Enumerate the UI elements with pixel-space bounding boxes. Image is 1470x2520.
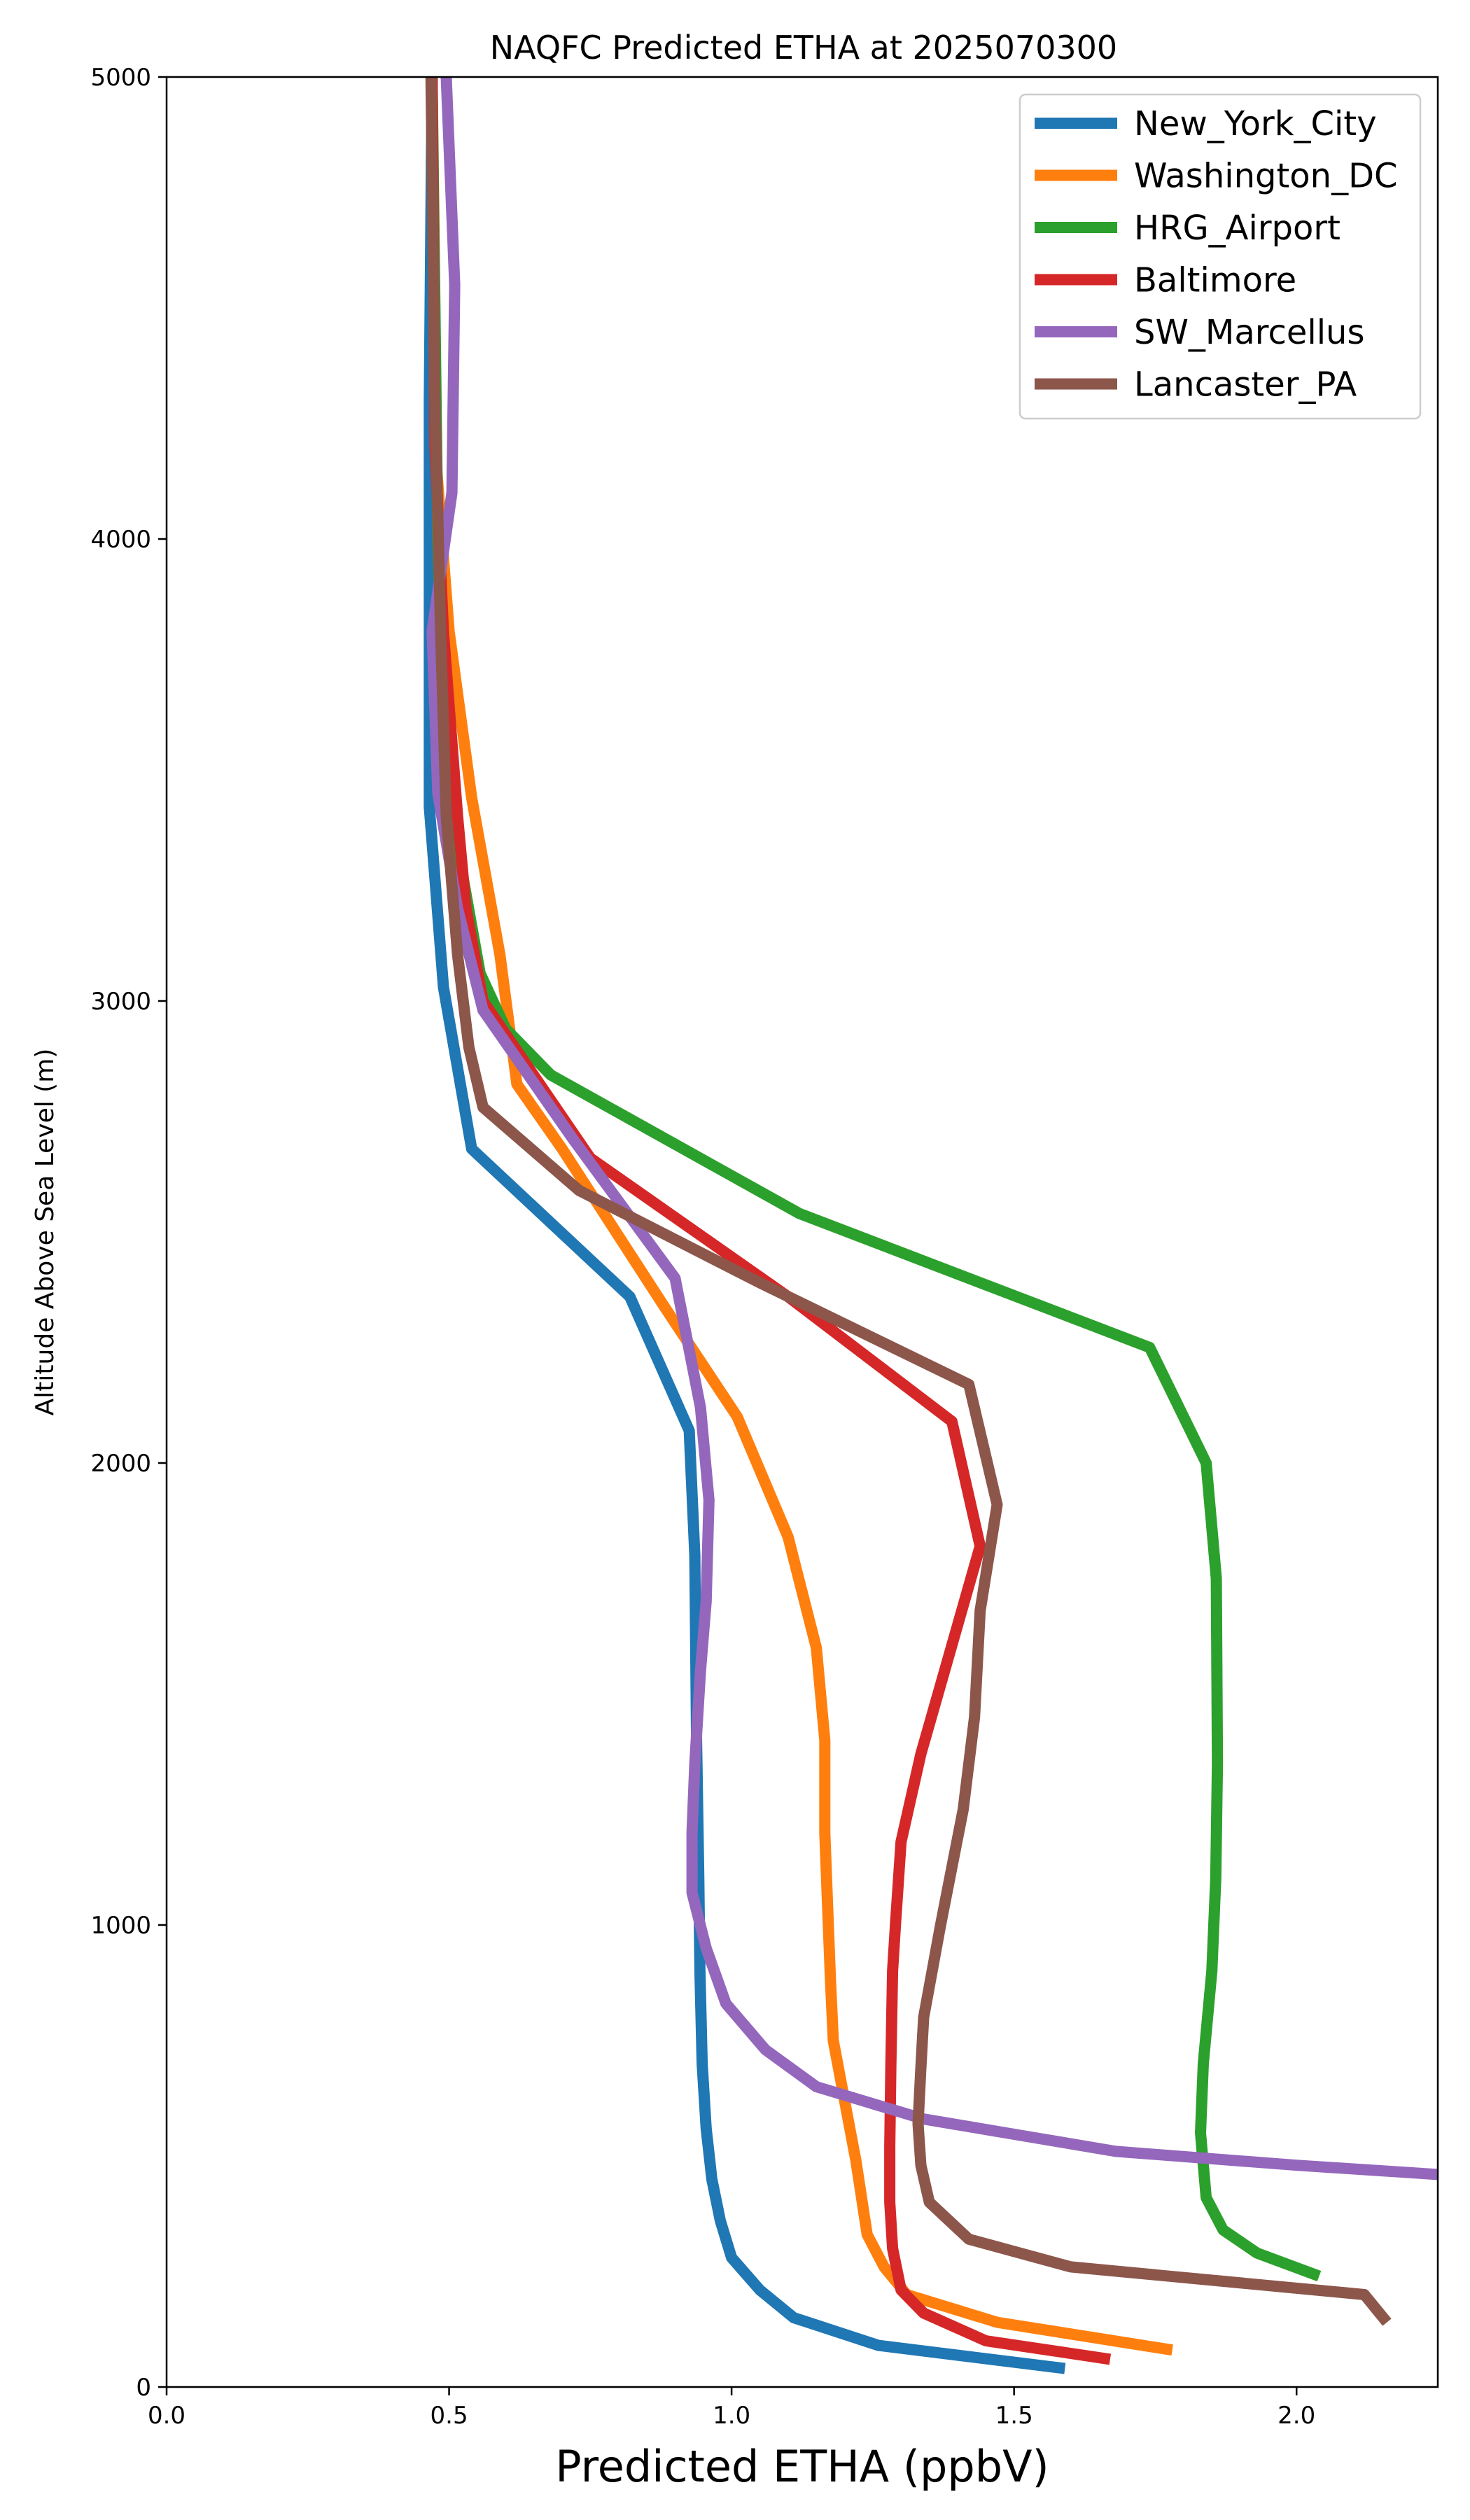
legend-label-hrg-airport: HRG_Airport	[1134, 209, 1340, 248]
y-axis: 0 1000 2000 3000 4000 5000	[90, 64, 167, 2402]
legend-label-lancaster-pa: Lancaster_PA	[1134, 365, 1357, 405]
legend-label-baltimore: Baltimore	[1134, 261, 1296, 300]
x-tick-label: 0.0	[148, 2402, 186, 2430]
x-axis-title: Predicted ETHA (ppbV)	[555, 2441, 1049, 2492]
x-axis: 0.0 0.5 1.0 1.5 2.0	[148, 2387, 1315, 2430]
x-tick-label: 1.0	[713, 2402, 750, 2430]
series-line-lancaster-pa	[425, 77, 1392, 2326]
series-line-sw-marcellus	[426, 77, 1438, 2180]
series-line-baltimore	[426, 77, 1112, 2365]
y-tick-label: 2000	[90, 1450, 151, 1478]
y-tick-label: 5000	[90, 64, 151, 92]
legend-label-sw-marcellus: SW_Marcellus	[1134, 313, 1364, 352]
y-tick-label: 0	[136, 2374, 151, 2402]
x-tick-label: 1.5	[995, 2402, 1033, 2430]
series-layer	[424, 77, 1438, 2374]
legend-frame	[1018, 93, 1422, 420]
x-tick-label: 0.5	[430, 2402, 468, 2430]
y-axis-title: Altitude Above Sea Level (m)	[31, 1049, 59, 1416]
legend-label-new-york-city: New_York_City	[1134, 104, 1377, 144]
y-tick-label: 3000	[90, 988, 151, 1016]
plot-frame	[165, 76, 1439, 2388]
x-tick-label: 2.0	[1278, 2402, 1315, 2430]
legend: New_York_City Washington_DC HRG_Airport Bal…	[1018, 93, 1422, 420]
series-line-washington-dc	[426, 77, 1173, 2356]
y-tick-label: 4000	[90, 526, 151, 554]
legend-label-washington-dc: Washington_DC	[1134, 157, 1398, 196]
y-tick-label: 1000	[90, 1912, 151, 1940]
chart-title: NAQFC Predicted ETHA at 2025070300	[490, 29, 1117, 66]
